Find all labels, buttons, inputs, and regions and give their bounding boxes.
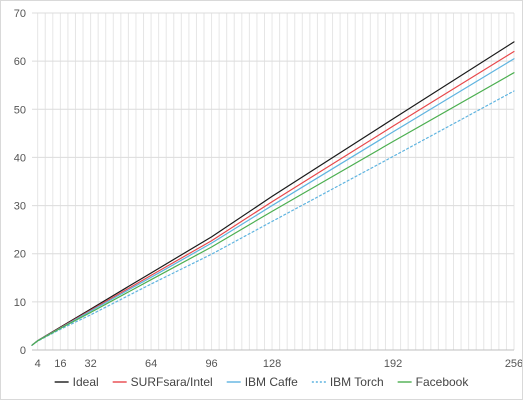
y-tick-label: 40 bbox=[14, 152, 26, 164]
x-tick-label: 128 bbox=[263, 358, 281, 370]
legend-label-facebook: Facebook bbox=[416, 375, 470, 389]
y-tick-label: 20 bbox=[14, 249, 26, 261]
legend-label-ibm-torch: IBM Torch bbox=[330, 375, 384, 389]
legend-label-ibm-caffe: IBM Caffe bbox=[245, 375, 298, 389]
series-line-ibm-torch bbox=[31, 90, 515, 346]
y-tick-label: 70 bbox=[14, 8, 26, 20]
y-tick-label: 30 bbox=[14, 201, 26, 213]
series-line-facebook bbox=[31, 72, 515, 346]
x-tick-label: 4 bbox=[35, 358, 41, 370]
series-line-ideal bbox=[31, 41, 515, 346]
x-tick-label: 96 bbox=[205, 358, 217, 370]
x-tick-label: 256 bbox=[505, 358, 522, 370]
y-tick-label: 0 bbox=[20, 345, 26, 357]
legend-label-ideal: Ideal bbox=[73, 375, 99, 389]
y-tick-label: 10 bbox=[14, 297, 26, 309]
y-tick-label: 50 bbox=[14, 104, 26, 116]
x-tick-label: 64 bbox=[145, 358, 157, 370]
x-tick-label: 32 bbox=[84, 358, 96, 370]
x-tick-label: 16 bbox=[54, 358, 66, 370]
x-tick-label: 192 bbox=[384, 358, 402, 370]
legend-label-surfsara-intel: SURFsara/Intel bbox=[131, 375, 213, 389]
y-tick-label: 60 bbox=[14, 56, 26, 68]
